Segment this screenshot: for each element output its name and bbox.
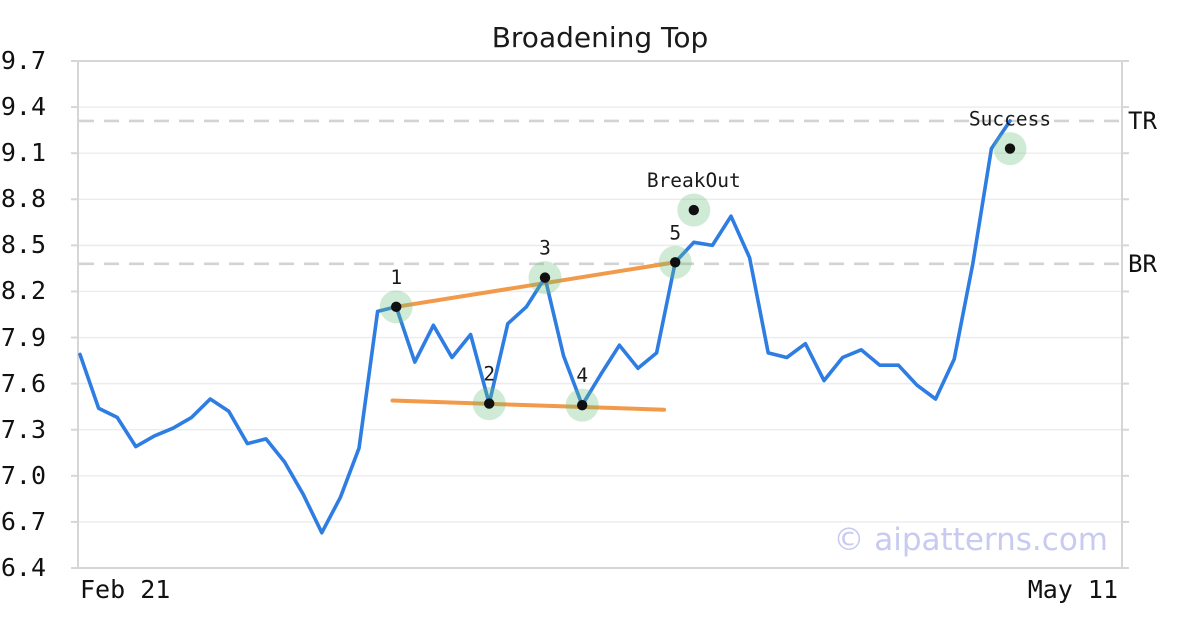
support-trendline xyxy=(390,398,667,412)
watermark: © aipatterns.com xyxy=(833,522,1108,558)
marker-label: BreakOut xyxy=(647,169,741,192)
y-tick-label: 8.5 xyxy=(0,230,46,260)
marker-dot xyxy=(577,399,588,411)
marker-dot xyxy=(391,301,402,313)
y-tick-label: 8.8 xyxy=(0,184,46,214)
br-line-label: BR xyxy=(1128,249,1157,278)
marker-dot xyxy=(484,398,495,409)
x-axis-label-end: May 11 xyxy=(1027,575,1118,604)
y-tick-label: 9.7 xyxy=(0,46,46,75)
marker-dot xyxy=(688,204,699,216)
price-line xyxy=(78,119,1012,535)
y-tick-label: 9.1 xyxy=(0,138,46,168)
marker-dot xyxy=(539,272,551,283)
chart-title: Broadening Top xyxy=(491,21,709,54)
x-axis-label-start: Feb 21 xyxy=(80,575,171,604)
marker-label: Success xyxy=(969,108,1051,131)
tr-line-label: TR xyxy=(1128,106,1157,135)
y-tick-label: 6.4 xyxy=(0,553,46,582)
marker-dot xyxy=(1004,143,1016,154)
plot-border xyxy=(77,60,1123,569)
y-tick-label: 9.4 xyxy=(0,92,46,122)
y-tick-label: 7.3 xyxy=(0,414,46,444)
marker-label: 2 xyxy=(483,363,495,386)
marker-label: 4 xyxy=(576,364,588,387)
y-tick-label: 7.0 xyxy=(0,460,46,490)
marker-dot xyxy=(670,257,681,268)
resistance-trendline xyxy=(394,260,678,309)
y-tick-label: 6.7 xyxy=(0,506,46,536)
marker-label: 1 xyxy=(390,266,402,289)
marker-label: 5 xyxy=(669,221,681,244)
y-tick-label: 7.6 xyxy=(0,368,46,398)
y-tick-label: 8.2 xyxy=(0,276,46,306)
marker-label: 3 xyxy=(539,237,551,260)
y-tick-label: 7.9 xyxy=(0,322,46,352)
